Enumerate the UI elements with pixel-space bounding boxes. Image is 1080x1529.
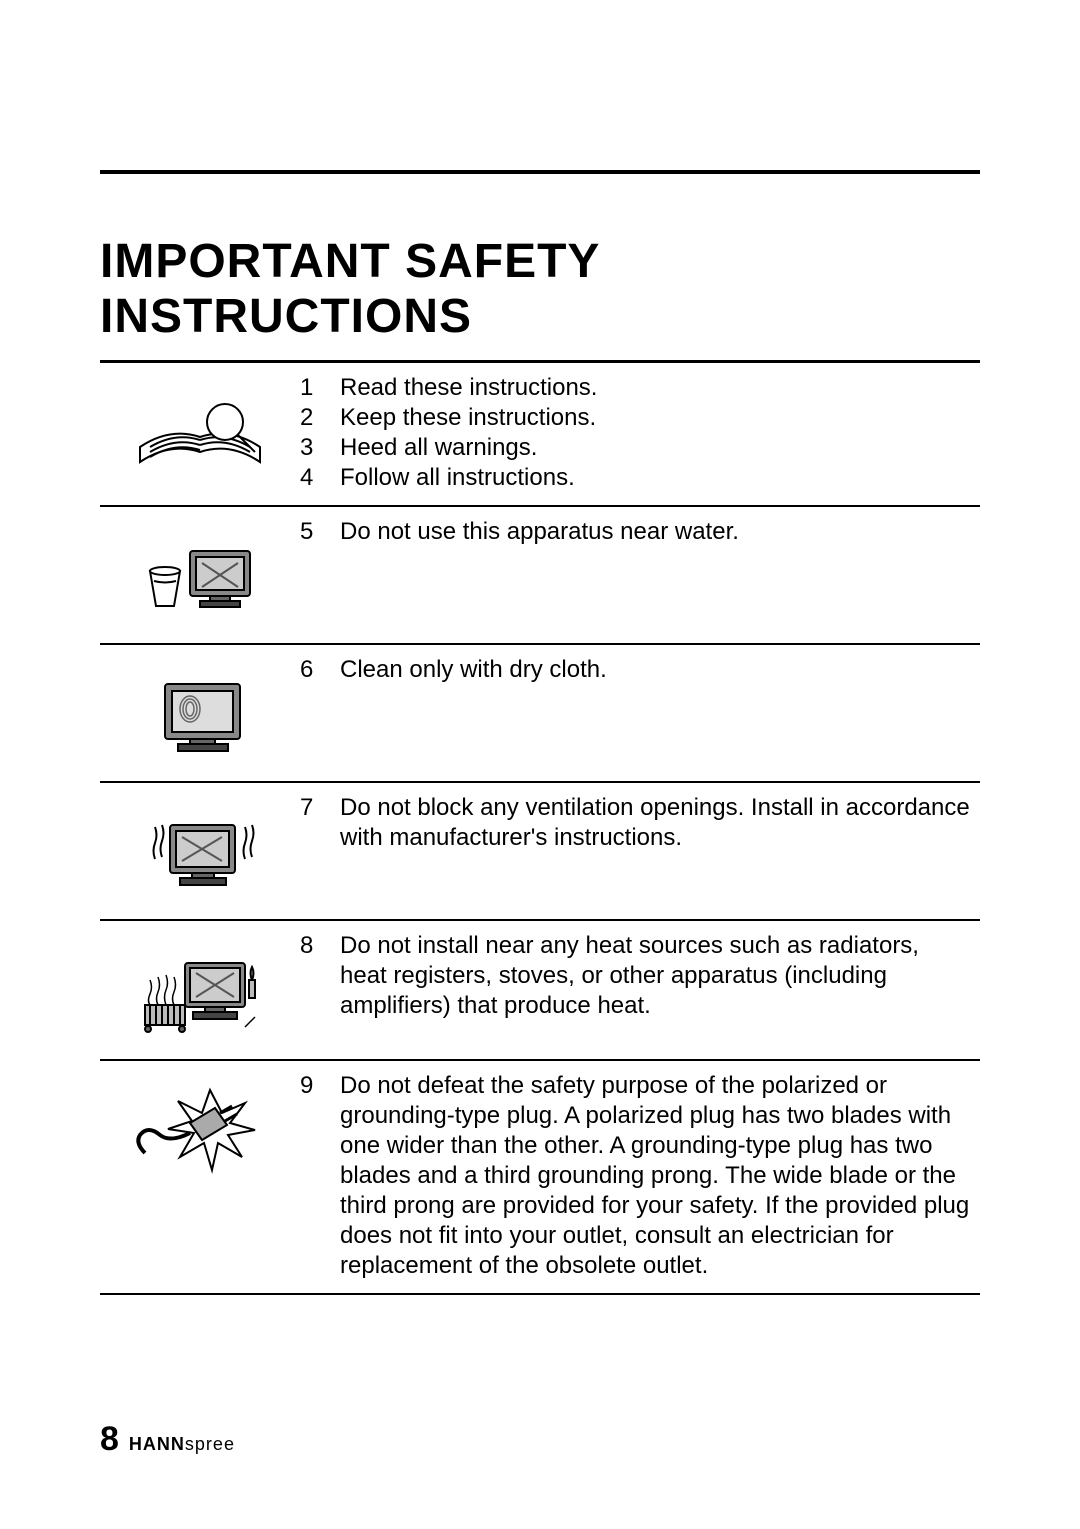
heat-icon bbox=[100, 931, 300, 1045]
item-number: 1 bbox=[300, 373, 340, 403]
list-item: 2 Keep these instructions. bbox=[300, 403, 597, 433]
water-icon bbox=[100, 517, 300, 631]
brand-bold: HANN bbox=[129, 1434, 185, 1454]
brand-logo: HANNspree bbox=[129, 1434, 235, 1455]
item-text: Do not defeat the safety purpose of the … bbox=[340, 1071, 980, 1281]
instruction-row: 6 Clean only with dry cloth. bbox=[100, 645, 980, 783]
list-item: 3 Heed all warnings. bbox=[300, 433, 597, 463]
instruction-row: 1 Read these instructions. 2 Keep these … bbox=[100, 363, 980, 507]
item-number: 8 bbox=[300, 931, 340, 961]
item-number: 5 bbox=[300, 517, 340, 547]
instruction-list: 1 Read these instructions. 2 Keep these … bbox=[300, 373, 597, 493]
item-text: Do not use this apparatus near water. bbox=[340, 517, 980, 547]
instruction-row: 9 Do not defeat the safety purpose of th… bbox=[100, 1061, 980, 1295]
instruction-row: 5 Do not use this apparatus near water. bbox=[100, 507, 980, 645]
plug-icon bbox=[100, 1071, 300, 1185]
list-item: 1 Read these instructions. bbox=[300, 373, 597, 403]
item-number: 6 bbox=[300, 655, 340, 685]
page-title: IMPORTANT SAFETY INSTRUCTIONS bbox=[100, 234, 980, 344]
item-number: 7 bbox=[300, 793, 340, 823]
brand-light: spree bbox=[185, 1434, 235, 1454]
ventilation-icon bbox=[100, 793, 300, 907]
item-number: 2 bbox=[300, 403, 340, 433]
item-text: Clean only with dry cloth. bbox=[340, 655, 980, 685]
page-footer: 8 HANNspree bbox=[100, 1420, 235, 1459]
top-rule bbox=[100, 170, 980, 174]
book-icon bbox=[100, 373, 300, 487]
item-number: 3 bbox=[300, 433, 340, 463]
item-text: Keep these instructions. bbox=[340, 403, 596, 433]
item-number: 4 bbox=[300, 463, 340, 493]
instruction-row: 8 Do not install near any heat sources s… bbox=[100, 921, 980, 1061]
list-item: 4 Follow all instructions. bbox=[300, 463, 597, 493]
page-number: 8 bbox=[100, 1420, 119, 1459]
page-container: IMPORTANT SAFETY INSTRUCTIONS 1 bbox=[0, 0, 1080, 1355]
item-text: Heed all warnings. bbox=[340, 433, 537, 463]
item-text: Follow all instructions. bbox=[340, 463, 575, 493]
item-text: Do not block any ventilation openings. I… bbox=[340, 793, 980, 853]
cloth-icon bbox=[100, 655, 300, 769]
item-text: Do not install near any heat sources suc… bbox=[340, 931, 980, 1021]
instruction-row: 7 Do not block any ventilation openings.… bbox=[100, 783, 980, 921]
item-text: Read these instructions. bbox=[340, 373, 597, 403]
item-number: 9 bbox=[300, 1071, 340, 1101]
